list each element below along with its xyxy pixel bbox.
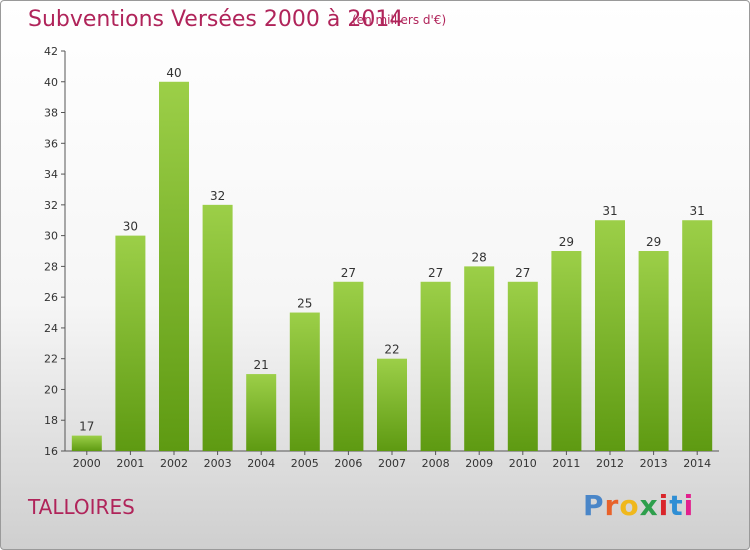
chart-unit-note: (en milliers d'€) bbox=[352, 13, 447, 27]
bar-value-label: 31 bbox=[690, 204, 705, 218]
logo-letter: P bbox=[583, 489, 605, 522]
bar-2000 bbox=[71, 435, 102, 451]
x-tick-label: 2007 bbox=[378, 457, 406, 470]
bar-2011 bbox=[551, 251, 582, 451]
bar-2013 bbox=[638, 251, 669, 451]
bar-value-label: 29 bbox=[559, 235, 574, 249]
bar-2010 bbox=[507, 281, 538, 451]
bar-value-label: 40 bbox=[166, 66, 181, 80]
y-tick-label: 36 bbox=[44, 137, 58, 150]
bar-value-label: 17 bbox=[79, 420, 94, 434]
y-tick-label: 40 bbox=[44, 76, 58, 89]
proxiti-logo: Proxiti bbox=[583, 489, 694, 522]
bar-value-label: 27 bbox=[515, 266, 530, 280]
x-tick-label: 2002 bbox=[160, 457, 188, 470]
bar-2007 bbox=[377, 358, 407, 451]
x-tick-label: 2008 bbox=[422, 457, 450, 470]
y-tick-label: 16 bbox=[44, 445, 58, 458]
bar-2003 bbox=[202, 204, 233, 451]
bar-value-label: 31 bbox=[602, 204, 617, 218]
x-tick-label: 2013 bbox=[640, 457, 668, 470]
bar-value-label: 27 bbox=[341, 266, 356, 280]
x-tick-label: 2003 bbox=[204, 457, 232, 470]
y-tick-label: 22 bbox=[44, 353, 58, 366]
y-tick-label: 42 bbox=[44, 45, 58, 58]
y-tick-label: 34 bbox=[44, 168, 58, 181]
y-tick-label: 24 bbox=[44, 322, 58, 335]
y-tick-label: 38 bbox=[44, 107, 58, 120]
town-name: TALLOIRES bbox=[28, 495, 135, 519]
bar-2014 bbox=[682, 220, 713, 451]
y-axis: 16 18 20 22 24 26 28 30 32 34 36 38 40 42 bbox=[44, 45, 66, 458]
bar-2004 bbox=[246, 374, 277, 451]
bar-2005 bbox=[289, 312, 320, 451]
bar-value-label: 29 bbox=[646, 235, 661, 249]
x-tick-label: 2005 bbox=[291, 457, 319, 470]
bar-value-label: 27 bbox=[428, 266, 443, 280]
bar-2006 bbox=[333, 281, 364, 451]
logo-letter: t bbox=[669, 489, 684, 522]
bar-value-label: 21 bbox=[254, 358, 269, 372]
logo-letter: r bbox=[604, 489, 620, 522]
chart-title: Subventions Versées 2000 à 2014 bbox=[28, 7, 404, 32]
bar-2001 bbox=[115, 235, 146, 451]
bar-2012 bbox=[595, 220, 625, 451]
bar-value-label: 25 bbox=[297, 297, 312, 311]
bar-value-label: 28 bbox=[472, 250, 487, 264]
y-tick-label: 20 bbox=[44, 383, 58, 396]
logo-letter: i bbox=[658, 489, 670, 522]
x-tick-label: 2011 bbox=[552, 457, 580, 470]
x-tick-label: 2012 bbox=[596, 457, 624, 470]
y-tick-label: 28 bbox=[44, 260, 58, 273]
x-tick-label: 2010 bbox=[509, 457, 537, 470]
x-tick-label: 2001 bbox=[116, 457, 144, 470]
x-tick-label: 2004 bbox=[247, 457, 275, 470]
x-axis: 2000 2001 2002 2003 2004 2005 2006 2007 2008 2009… bbox=[65, 450, 719, 470]
bar-2002 bbox=[159, 81, 189, 452]
y-tick-label: 32 bbox=[44, 199, 58, 212]
bar-2009 bbox=[464, 266, 495, 451]
y-tick-label: 18 bbox=[44, 414, 58, 427]
x-tick-label: 2009 bbox=[465, 457, 493, 470]
logo-letter: o bbox=[619, 489, 640, 522]
y-tick-label: 30 bbox=[44, 230, 58, 243]
bar-value-label: 30 bbox=[123, 220, 138, 234]
x-tick-label: 2000 bbox=[73, 457, 101, 470]
x-tick-label: 2006 bbox=[334, 457, 362, 470]
bar-value-label: 22 bbox=[384, 343, 399, 357]
x-tick-label: 2014 bbox=[683, 457, 711, 470]
bars-group: 17 30 40 32 21 25 27 22 27 28 27 29 31 29 31 bbox=[71, 66, 713, 452]
logo-letter: x bbox=[639, 489, 659, 522]
bar-value-label: 32 bbox=[210, 189, 225, 203]
y-tick-label: 26 bbox=[44, 291, 58, 304]
logo-letter: i bbox=[683, 489, 695, 522]
bar-2008 bbox=[420, 281, 451, 451]
